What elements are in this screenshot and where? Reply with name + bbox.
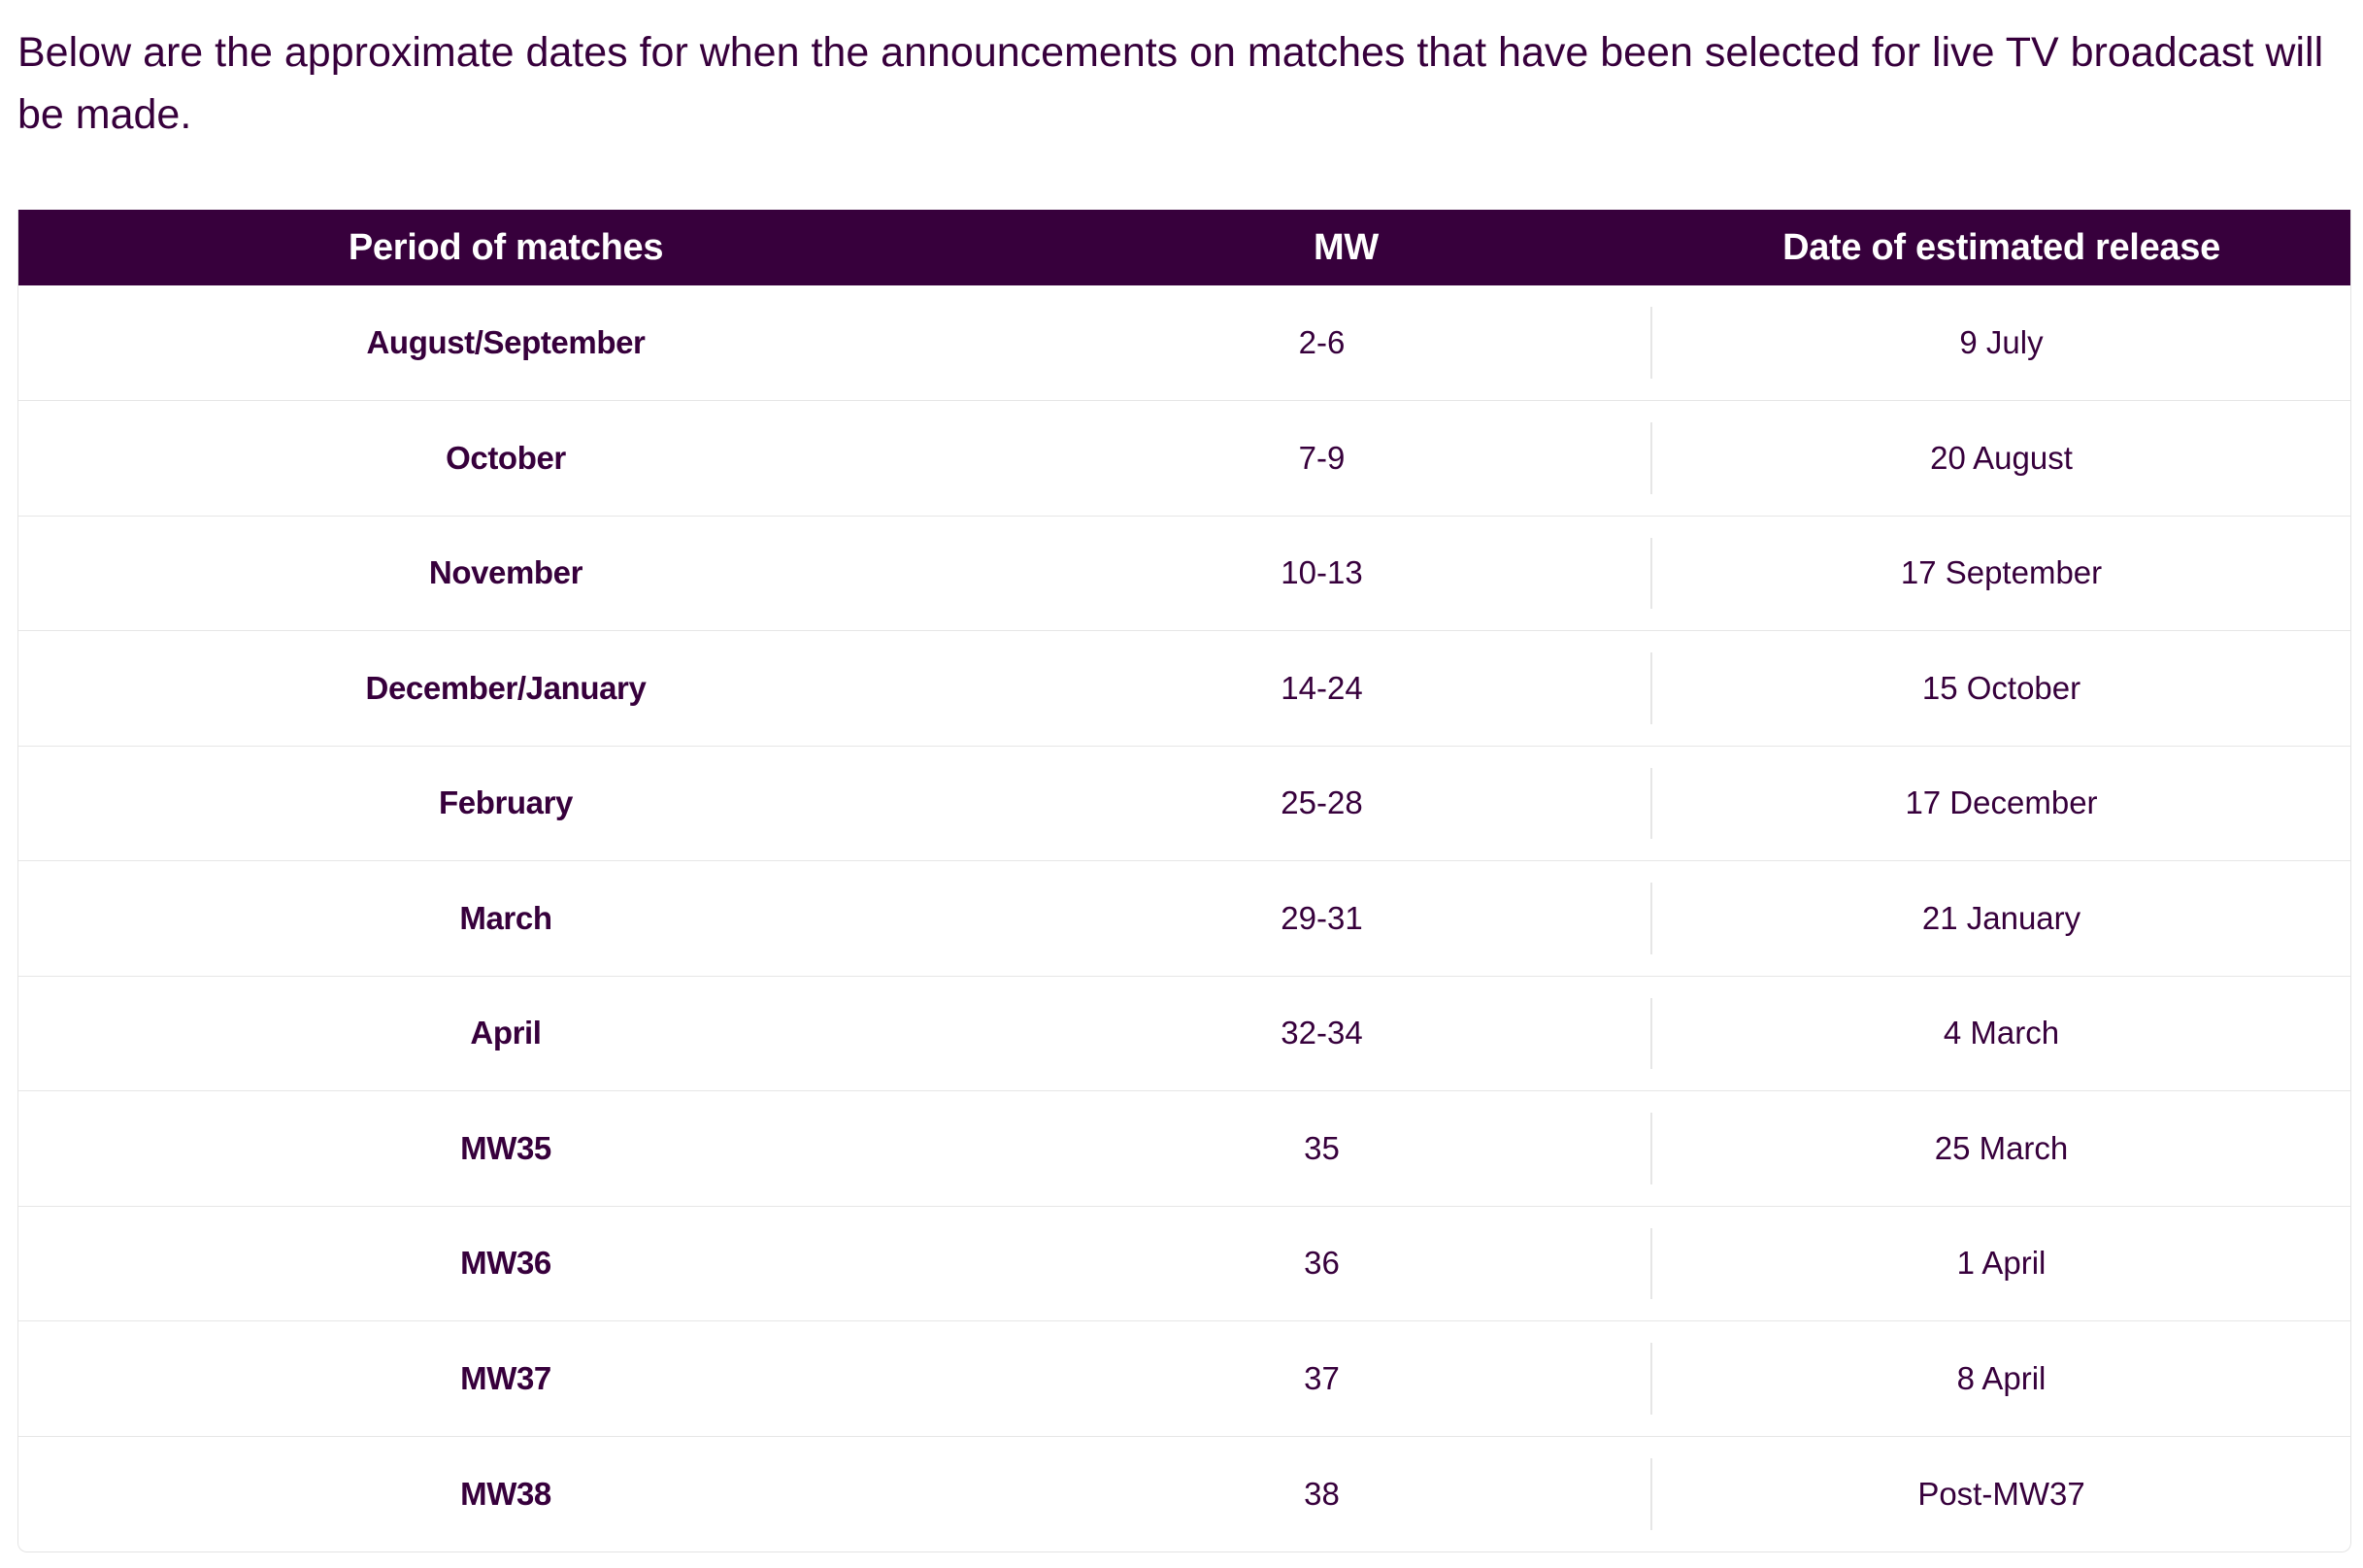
table-row: MW37 37 8 April [18, 1321, 2350, 1437]
period-cell: November [428, 554, 583, 591]
mw-cell: 37 [1304, 1359, 1340, 1396]
mw-cell: 32-34 [1281, 1015, 1363, 1051]
intro-paragraph: Below are the approximate dates for when… [17, 29, 2324, 138]
table-row: MW36 36 1 April [18, 1206, 2350, 1321]
release-date-cell: 8 April [1650, 1321, 2350, 1437]
table-row: December/January 14-24 15 October [18, 631, 2350, 747]
period-cell: March [459, 899, 552, 936]
table-row: MW35 35 25 March [18, 1091, 2350, 1207]
period-cell: August/September [366, 324, 646, 360]
mw-cell: 7-9 [1298, 439, 1346, 476]
table-row: November 10-13 17 September [18, 516, 2350, 631]
period-cell: October [446, 439, 566, 476]
table-row: April 32-34 4 March [18, 976, 2350, 1091]
mw-cell: 14-24 [1281, 669, 1363, 706]
release-date-cell: Post-MW37 [1650, 1436, 2350, 1551]
period-cell: MW38 [460, 1475, 551, 1512]
release-date-cell: 21 January [1650, 861, 2350, 977]
table-row: March 29-31 21 January [18, 861, 2350, 977]
release-date-cell: 17 December [1650, 746, 2350, 861]
period-cell: MW35 [460, 1129, 551, 1166]
release-date-cell: 15 October [1650, 631, 2350, 747]
release-date-cell: 17 September [1650, 516, 2350, 631]
table-body: August/September 2-6 9 July October 7-9 … [18, 285, 2350, 1551]
period-cell: MW36 [460, 1245, 551, 1282]
release-date-cell: 1 April [1650, 1206, 2350, 1321]
mw-cell: 36 [1304, 1245, 1340, 1282]
mw-cell: 10-13 [1281, 554, 1363, 591]
release-date-cell: 4 March [1650, 976, 2350, 1091]
release-date-cell: 9 July [1650, 285, 2350, 401]
table-header: Period of matches MW Date of estimated r… [18, 210, 2350, 285]
period-cell: April [470, 1015, 542, 1051]
mw-cell: 35 [1304, 1129, 1340, 1166]
header-period-of-matches: Period of matches [348, 226, 664, 268]
period-cell: MW37 [460, 1359, 551, 1396]
broadcast-schedule-table: Period of matches MW Date of estimated r… [18, 210, 2350, 1551]
broadcast-schedule-table-container: Period of matches MW Date of estimated r… [17, 210, 2351, 1552]
release-date-cell: 25 March [1650, 1091, 2350, 1207]
period-cell: December/January [365, 669, 647, 706]
mw-cell: 29-31 [1281, 899, 1363, 936]
release-date-cell: 20 August [1650, 401, 2350, 517]
table-row: October 7-9 20 August [18, 401, 2350, 517]
table-row: February 25-28 17 December [18, 746, 2350, 861]
header-mw: MW [1314, 226, 1379, 268]
mw-cell: 2-6 [1298, 324, 1346, 360]
period-cell: February [438, 784, 574, 821]
header-row: Period of matches MW Date of estimated r… [18, 210, 2350, 285]
header-date-of-estimated-release: Date of estimated release [1782, 226, 2220, 268]
mw-cell: 38 [1304, 1475, 1340, 1512]
table-row: August/September 2-6 9 July [18, 285, 2350, 401]
mw-cell: 25-28 [1281, 784, 1363, 821]
table-row: MW38 38 Post-MW37 [18, 1436, 2350, 1551]
